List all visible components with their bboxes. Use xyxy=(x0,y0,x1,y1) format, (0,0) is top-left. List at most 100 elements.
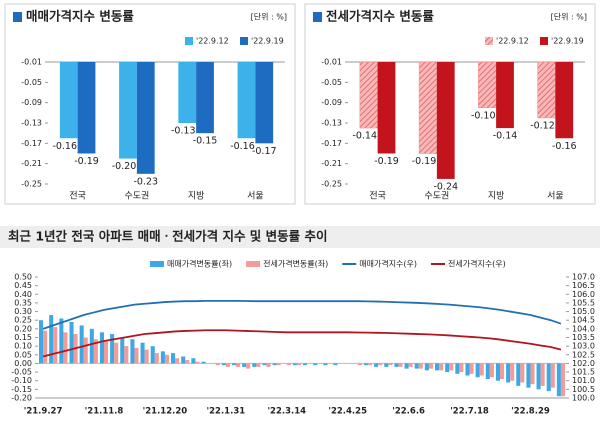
bar xyxy=(485,363,490,379)
y-tick-label: 0.35 xyxy=(14,298,32,307)
bar xyxy=(428,363,433,369)
y2-tick-label: 101.0 xyxy=(572,376,595,385)
bar xyxy=(536,363,541,390)
x-tick-label: '22.4.25 xyxy=(328,407,367,417)
data-label: -0.19 xyxy=(74,156,99,167)
legend-label: 매매가격변동률(좌) xyxy=(167,259,232,269)
y-tick-label: 0.25 xyxy=(14,316,32,325)
bar xyxy=(479,363,484,376)
y-tick-label: 0.40 xyxy=(14,290,32,299)
data-label: -0.12 xyxy=(530,120,555,131)
bar xyxy=(276,363,281,366)
y-tick-label: -0.21 xyxy=(21,159,42,168)
y2-tick-label: 104.5 xyxy=(572,316,595,325)
bar xyxy=(59,318,64,364)
bar xyxy=(455,363,460,374)
bar xyxy=(418,61,438,154)
bar xyxy=(262,363,267,366)
bar xyxy=(185,359,190,364)
bar xyxy=(465,363,470,376)
x-tick-label: '22.7.18 xyxy=(450,407,489,417)
bar xyxy=(516,363,521,386)
bar xyxy=(404,363,409,369)
legend-swatch xyxy=(185,37,193,45)
x-tick-label: '22.8.29 xyxy=(511,407,550,417)
title-bullet xyxy=(13,12,22,22)
y-tick-label: -0.17 xyxy=(21,139,42,148)
legend-swatch xyxy=(485,37,493,45)
bar xyxy=(418,363,423,369)
bar xyxy=(546,363,551,392)
bar xyxy=(368,363,373,366)
y2-tick-label: 101.5 xyxy=(572,368,595,377)
data-label: -0.16 xyxy=(552,141,577,152)
y2-tick-label: 103.5 xyxy=(572,333,595,342)
bar xyxy=(246,363,251,369)
bar xyxy=(363,363,368,366)
x-tick-label: '22.6.6 xyxy=(392,407,425,417)
y2-tick-label: 105.0 xyxy=(572,307,595,316)
data-label: -0.10 xyxy=(471,110,496,121)
bar xyxy=(144,349,149,364)
bar xyxy=(221,363,226,366)
bar xyxy=(377,62,396,154)
bar xyxy=(201,361,206,364)
bar xyxy=(296,363,301,366)
bar xyxy=(496,62,514,129)
bar xyxy=(550,363,555,388)
bar xyxy=(77,62,96,154)
legend-label: 매매가격지수(우) xyxy=(359,259,417,269)
bar xyxy=(266,363,271,367)
bar xyxy=(215,363,220,366)
bar xyxy=(196,62,214,134)
legend-label: 전세가격지수(우) xyxy=(448,259,506,269)
bar xyxy=(130,339,135,364)
x-tick-label: 수도권 xyxy=(424,190,449,202)
bar xyxy=(178,62,197,123)
bar xyxy=(195,361,200,364)
y-tick-label: -0.13 xyxy=(321,119,342,128)
y-tick-label: -0.25 xyxy=(21,180,42,189)
bar xyxy=(99,332,104,364)
bar xyxy=(520,363,525,383)
bar xyxy=(408,363,413,367)
bar xyxy=(475,363,480,378)
bar xyxy=(323,363,328,366)
bar xyxy=(333,363,338,366)
legend-label: '22.9.19 xyxy=(251,37,284,46)
bar xyxy=(500,363,505,379)
bar xyxy=(93,339,98,364)
y-tick-label: 0.45 xyxy=(14,281,32,290)
y2-tick-label: 102.5 xyxy=(572,350,595,359)
y2-tick-label: 105.5 xyxy=(572,298,595,307)
y2-tick-label: 100.0 xyxy=(572,394,595,403)
bar xyxy=(120,337,125,364)
x-tick-label: 서울 xyxy=(247,191,264,202)
bar xyxy=(489,363,494,378)
bar xyxy=(114,342,119,364)
legend-swatch xyxy=(240,37,248,45)
bar xyxy=(394,363,399,367)
bar xyxy=(555,62,574,139)
title-bullet xyxy=(313,12,322,22)
chart-title: 전세가격지수 변동률 xyxy=(326,9,434,24)
bar xyxy=(359,61,378,129)
line xyxy=(42,329,562,358)
bar xyxy=(136,62,155,174)
bar xyxy=(286,363,291,366)
unit-label: [단위 : %] xyxy=(551,12,587,22)
bar xyxy=(398,363,403,367)
unit-label: [단위 : %] xyxy=(251,12,287,22)
bar xyxy=(478,61,497,108)
bar xyxy=(242,363,247,367)
bar xyxy=(439,363,444,371)
bar xyxy=(237,62,256,139)
legend-label: '22.9.19 xyxy=(551,37,584,46)
y-tick-label: -0.01 xyxy=(321,58,342,67)
bar xyxy=(53,327,58,364)
data-label: -0.13 xyxy=(171,126,196,137)
y-tick-label: -0.09 xyxy=(321,98,342,107)
x-tick-label: '22.1.31 xyxy=(207,407,246,417)
bar xyxy=(191,358,196,364)
y-tick-label: -0.01 xyxy=(21,58,42,67)
